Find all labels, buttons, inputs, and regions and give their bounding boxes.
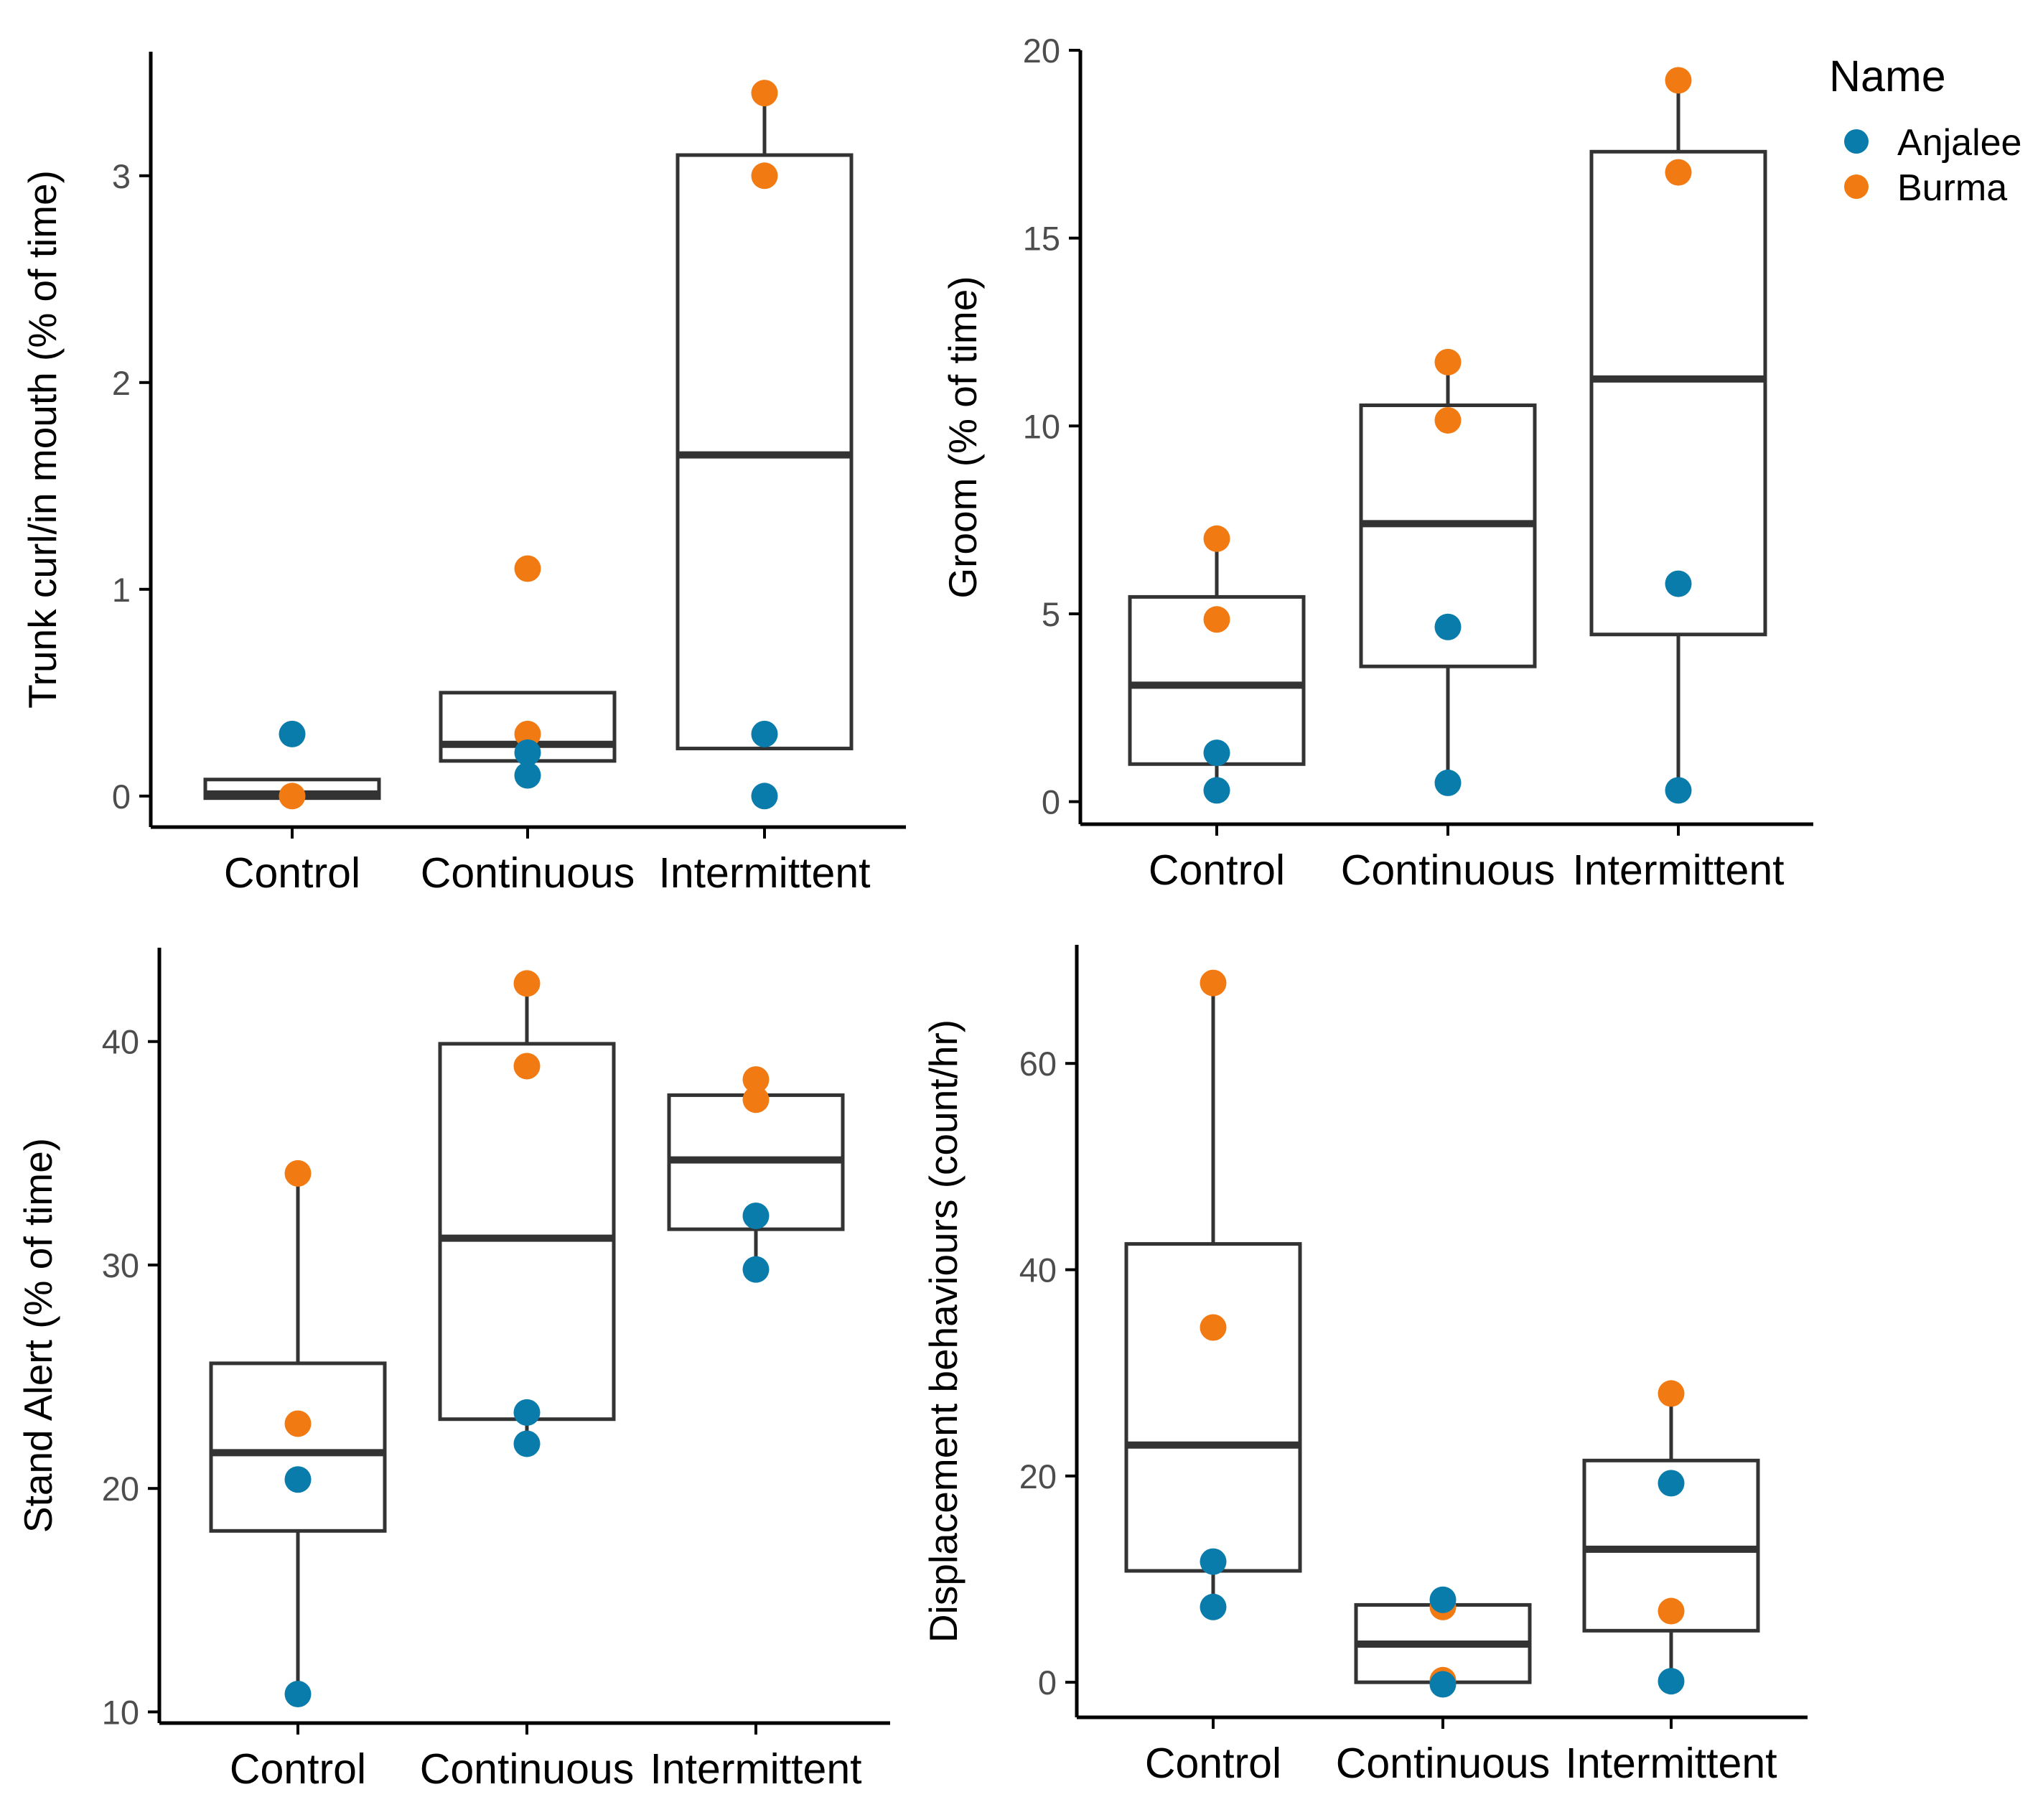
y-tick-label: 1 [112,571,131,609]
box-body [209,1361,387,1533]
y-tick-label: 3 [112,157,131,195]
box-intermittent [1589,80,1767,790]
point-anjalee-continuous [1429,1671,1457,1698]
point-burma-continuous [1434,348,1462,375]
point-anjalee-continuous [1429,1586,1457,1613]
y-tick-label: 10 [102,1693,139,1731]
legend-label-burma: Burma [1897,167,2007,209]
point-burma-intermittent [751,162,778,190]
point-anjalee-intermittent [1658,1668,1685,1695]
y-axis-title: Trunk curl/in mouth (% of time) [20,170,65,709]
panel-3: 10 20 30 40 Stand Alert (% of time) Control Co… [16,948,890,1793]
x-tick-label-continuous: Continuous [1341,846,1556,894]
point-anjalee-intermittent [1658,1470,1685,1497]
point-anjalee-control [279,720,306,747]
x-tick-label-continuous: Continuous [420,1745,635,1793]
point-burma-continuous [514,555,541,582]
box-control [209,1173,387,1694]
x-tick-label-control: Control [224,849,360,897]
point-anjalee-control [1200,1593,1227,1620]
point-burma-intermittent [1658,1597,1685,1625]
point-anjalee-intermittent [1665,570,1692,597]
point-burma-control [284,1159,312,1187]
y-tick-label: 20 [1019,1457,1057,1495]
x-tick-label-continuous: Continuous [421,849,635,897]
point-anjalee-continuous [513,1430,541,1457]
box-body [1589,149,1767,637]
legend-title: Name [1829,52,1946,101]
x-tick-label-control: Control [1149,846,1285,894]
point-burma-intermittent [1658,1380,1685,1407]
point-anjalee-intermittent [742,1256,770,1283]
legend-label-anjalee: Anjalee [1897,122,2021,164]
y-axis-title: Stand Alert (% of time) [16,1138,60,1533]
box-continuous [438,983,616,1444]
point-anjalee-control [1203,739,1230,767]
point-burma-intermittent [742,1086,770,1114]
x-tick-label-intermittent: Intermittent [1572,846,1784,894]
y-tick-label: 5 [1042,595,1060,633]
legend-swatch-burma [1844,174,1869,199]
y-tick-label: 60 [1019,1045,1057,1083]
point-burma-control [1200,969,1227,997]
point-anjalee-intermittent [1665,777,1692,804]
point-burma-intermittent [1665,67,1692,94]
box-intermittent [675,93,854,751]
point-burma-intermittent [751,80,778,107]
x-tick-label-intermittent: Intermittent [650,1745,861,1793]
point-burma-control [284,1410,312,1437]
point-anjalee-continuous [513,1399,541,1426]
box-control [1124,983,1302,1607]
point-anjalee-control [284,1681,312,1708]
y-axis-title: Groom (% of time) [940,276,985,598]
point-anjalee-continuous [514,762,541,789]
point-anjalee-intermittent [742,1202,770,1229]
legend-swatch-anjalee [1844,129,1869,154]
x-tick-label-control: Control [1145,1740,1281,1787]
box-body [438,1042,616,1422]
panel-4: 0 20 40 60 Displacement behaviours (count/hr… [921,945,1808,1787]
y-tick-label: 0 [1038,1663,1057,1702]
box-intermittent [1582,1393,1760,1683]
y-tick-label: 30 [102,1246,139,1284]
y-tick-label: 0 [112,778,131,816]
y-tick-label: 40 [102,1023,139,1061]
point-burma-continuous [1434,406,1462,434]
point-burma-continuous [513,1053,541,1080]
box-body [1124,1242,1302,1573]
point-anjalee-continuous [1434,769,1462,796]
point-burma-control [1200,1314,1227,1341]
y-tick-label: 20 [102,1470,139,1508]
panel-2: 0 5 10 15 20 Groom (% of time) Control Continuo… [940,32,1813,894]
point-burma-intermittent [742,1066,770,1093]
point-anjalee-control [1203,777,1230,804]
point-anjalee-control [1200,1548,1227,1575]
point-burma-control [1203,606,1230,633]
y-tick-label: 0 [1042,783,1060,821]
y-tick-label: 20 [1023,32,1060,70]
point-anjalee-intermittent [751,783,778,810]
point-burma-control [1203,525,1230,552]
point-burma-continuous [513,970,541,997]
x-tick-label-intermittent: Intermittent [658,849,870,897]
legend: Name Anjalee Burma [1829,52,2021,209]
x-tick-label-intermittent: Intermittent [1565,1740,1777,1787]
y-axis-title: Displacement behaviours (count/hr) [921,1019,966,1643]
point-burma-intermittent [1665,159,1692,186]
x-tick-label-control: Control [230,1745,366,1793]
point-anjalee-continuous [514,739,541,766]
x-tick-label-continuous: Continuous [1336,1740,1551,1787]
y-tick-label: 40 [1019,1251,1057,1289]
point-burma-control [279,783,306,810]
panel-1: 0 1 2 3 Trunk curl/in mouth (% of time) Contr… [20,52,906,897]
y-tick-label: 2 [112,364,131,402]
point-anjalee-continuous [1434,613,1462,640]
y-tick-label: 10 [1023,407,1060,445]
y-tick-label: 15 [1023,220,1060,258]
point-anjalee-intermittent [751,720,778,747]
point-burma-continuous [514,720,541,747]
point-anjalee-control [284,1466,312,1493]
